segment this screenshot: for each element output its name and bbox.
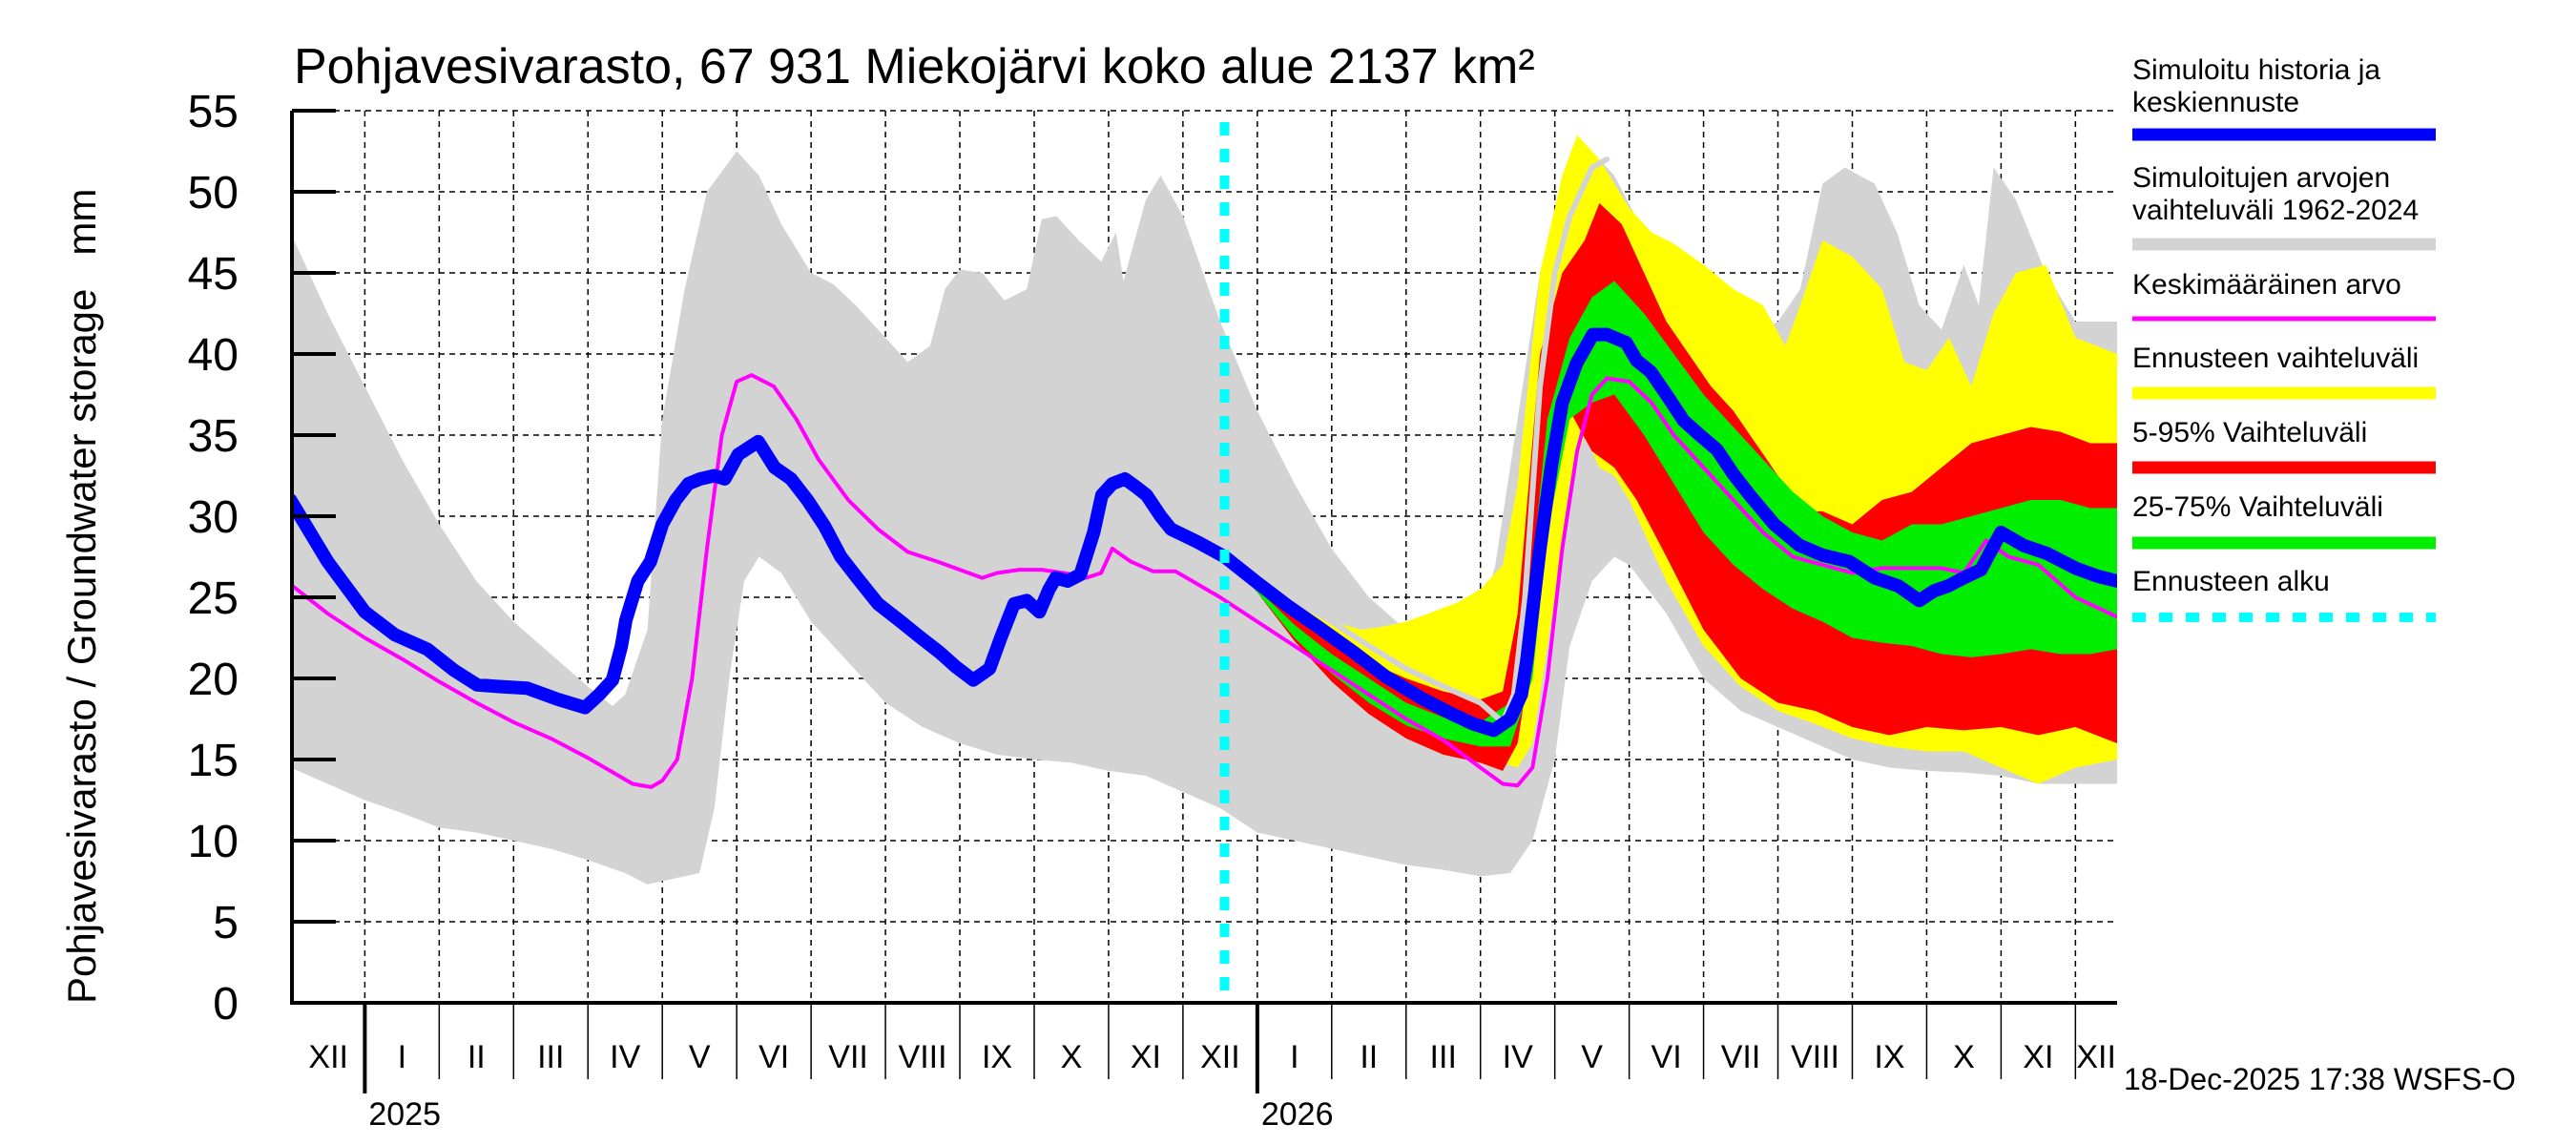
month-label: III — [1430, 1039, 1457, 1075]
chart-title: Pohjavesivarasto, 67 931 Miekojärvi koko… — [294, 39, 1535, 94]
month-label: II — [467, 1039, 486, 1075]
month-label: VI — [758, 1039, 789, 1075]
month-label: VIII — [1791, 1039, 1839, 1075]
month-label: II — [1360, 1039, 1378, 1075]
month-label: VII — [1721, 1039, 1761, 1075]
series-line-6 — [292, 327, 2117, 738]
month-label: VIII — [899, 1039, 947, 1075]
x-ticks: XII I II III IV V VI VII VIII IX X XI XII I II III IV V VI… — [308, 1003, 2116, 1133]
month-label: XII — [2076, 1039, 2116, 1075]
legend-label: Ennusteen alku — [2132, 566, 2330, 597]
month-label: V — [1581, 1039, 1603, 1075]
legend-label: 25-75% Vaihteluväli — [2132, 491, 2383, 523]
series-line-5 — [292, 373, 2117, 789]
y-axis-label: Pohjavesivarasto / Groundwater storage m… — [59, 189, 104, 1004]
axes — [290, 111, 2117, 1005]
month-label: VI — [1652, 1039, 1682, 1075]
month-label: X — [1953, 1039, 1975, 1075]
y-tick-label: 5 — [213, 898, 239, 948]
month-label: XI — [2023, 1039, 2053, 1075]
month-label: IX — [1874, 1039, 1904, 1075]
band-3 — [1224, 281, 2117, 747]
legend-label: Simuloitujen arvojen — [2132, 162, 2390, 194]
legend-label: keskiennuste — [2132, 87, 2299, 118]
month-label: XII — [308, 1039, 348, 1075]
month-label: I — [398, 1039, 406, 1075]
month-label: VII — [828, 1039, 868, 1075]
legend-label: Simuloitu historia ja — [2132, 54, 2380, 86]
y-tick-label: 50 — [188, 168, 239, 219]
month-label: XI — [1131, 1039, 1161, 1075]
year-label: 2026 — [1261, 1096, 1334, 1133]
series-line-4 — [1221, 156, 1610, 725]
month-label: III — [537, 1039, 564, 1075]
month-label: I — [1290, 1039, 1298, 1075]
month-label: IV — [1503, 1039, 1533, 1075]
legend-label: Keskimääräinen arvo — [2132, 269, 2401, 301]
y-tick-label: 10 — [188, 817, 239, 867]
y-tick-label: 35 — [188, 411, 239, 462]
y-tick-label: 30 — [188, 492, 239, 543]
legend-label: vaihteluväli 1962-2024 — [2132, 195, 2419, 226]
y-tick-label: 45 — [188, 249, 239, 300]
month-label: IV — [610, 1039, 640, 1075]
legend-label: 5-95% Vaihteluväli — [2132, 417, 2367, 448]
y-tick-label: 25 — [188, 573, 239, 624]
legend-label: Ennusteen vaihteluväli — [2132, 343, 2419, 374]
year-label: 2025 — [368, 1096, 441, 1133]
month-label: XII — [1200, 1039, 1240, 1075]
lines — [292, 156, 2117, 789]
month-label: X — [1061, 1039, 1083, 1075]
bands — [292, 135, 2117, 885]
month-label: IX — [982, 1039, 1012, 1075]
y-tick-label: 0 — [213, 979, 239, 1030]
y-tick-label: 15 — [188, 736, 239, 786]
y-tick-label: 55 — [188, 87, 239, 137]
footer-timestamp: 18-Dec-2025 17:38 WSFS-O — [2124, 1062, 2516, 1096]
month-label: V — [689, 1039, 711, 1075]
y-tick-label: 40 — [188, 330, 239, 381]
y-tick-label: 20 — [188, 655, 239, 705]
y-ticks: 0 5 10 15 20 25 30 35 40 45 50 55 — [188, 87, 336, 1030]
